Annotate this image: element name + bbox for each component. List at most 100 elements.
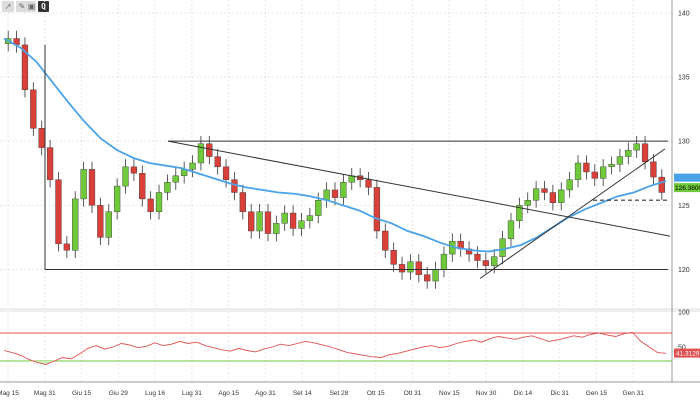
candle-body xyxy=(147,198,154,212)
candle-body xyxy=(600,166,607,179)
y-tick-label: 130 xyxy=(678,139,690,146)
candle-body xyxy=(390,250,397,265)
candle-body xyxy=(55,179,62,245)
candle-body xyxy=(30,89,37,129)
candle-body xyxy=(608,164,615,168)
x-tick-label: Mag 31 xyxy=(34,390,56,397)
oscillator-panel: 50 100 41.3129 xyxy=(0,310,700,365)
candle-body xyxy=(532,188,540,201)
candle-body xyxy=(432,269,439,282)
ascending-trendline xyxy=(479,148,666,279)
candlestick-series xyxy=(5,30,665,289)
x-tick-label: Ott 31 xyxy=(404,390,422,397)
candle-body xyxy=(566,179,573,191)
candle-body xyxy=(315,199,322,216)
osc-value-label: 41.3129 xyxy=(676,351,700,358)
candle-body xyxy=(440,253,448,270)
candle-body xyxy=(574,162,582,180)
osc-y-tick-label: 100 xyxy=(678,310,690,317)
candle-body xyxy=(306,215,313,221)
candle-body xyxy=(415,261,422,275)
candle-body xyxy=(641,143,649,162)
candle-body xyxy=(130,166,138,174)
candle-body xyxy=(256,211,263,232)
panel-separator xyxy=(0,308,700,312)
candle-body xyxy=(214,156,221,168)
osc-y-tick-label: 50 xyxy=(678,345,686,352)
ma-price-tag xyxy=(674,173,700,182)
x-tick-label: Set 14 xyxy=(293,390,312,397)
candle-body xyxy=(398,264,406,273)
descending-trendline xyxy=(167,140,671,237)
pen-icon[interactable]: ✎ xyxy=(16,1,28,12)
x-tick-label: Giu 15 xyxy=(72,390,92,397)
candle-body xyxy=(231,179,238,193)
x-tick-label: Lug 16 xyxy=(145,390,165,397)
x-tick-label: Lug 31 xyxy=(182,390,202,397)
candle-body xyxy=(625,149,632,157)
x-tick-label: Dic 31 xyxy=(550,390,569,397)
candle-body xyxy=(650,161,657,178)
y-tick-label: 135 xyxy=(678,75,690,82)
candle-body xyxy=(139,173,146,200)
osc-value-tag xyxy=(674,348,700,358)
candle-body xyxy=(172,175,179,183)
candle-body xyxy=(424,274,431,282)
candle-body xyxy=(549,192,557,203)
candle-body xyxy=(189,162,196,170)
x-tick-label: Mag 15 xyxy=(0,390,19,397)
x-tick-label: Gen 15 xyxy=(586,390,608,397)
candle-body xyxy=(273,223,280,234)
candle-body xyxy=(616,156,624,165)
candle-body xyxy=(21,44,29,91)
candle-body xyxy=(281,212,288,224)
y-tick-label: 125 xyxy=(678,203,690,210)
cursor-icon[interactable]: ↗ xyxy=(2,1,14,12)
candle-body xyxy=(340,182,347,198)
candle-body xyxy=(541,188,548,193)
candle-body xyxy=(289,212,297,229)
alert-count-badge[interactable]: 0 xyxy=(38,1,49,12)
y-tick-label: 120 xyxy=(678,267,690,274)
candle-body xyxy=(197,143,205,164)
candle-body xyxy=(164,182,171,193)
candle-body xyxy=(633,143,640,151)
candle-body xyxy=(491,256,498,266)
candle-body xyxy=(482,260,489,266)
candle-body xyxy=(105,211,112,238)
candle-body xyxy=(658,176,665,193)
x-tick-label: Set 28 xyxy=(330,390,349,397)
x-tick-label: Giu 29 xyxy=(109,390,129,397)
candle-body xyxy=(72,198,79,251)
candle-body xyxy=(474,253,481,261)
candle-body xyxy=(248,211,255,232)
candle-body xyxy=(382,230,389,251)
candle-body xyxy=(264,211,272,234)
x-tick-label: Gen 31 xyxy=(623,390,645,397)
candle-body xyxy=(239,192,246,212)
candle-body xyxy=(558,189,565,203)
candle-body xyxy=(88,169,96,206)
candle-body xyxy=(122,166,129,187)
candle-body xyxy=(524,199,531,206)
y-tick-label: 140 xyxy=(678,10,690,17)
candle-body xyxy=(516,205,523,221)
candle-body xyxy=(507,220,515,239)
candle-body xyxy=(113,185,121,212)
layout-icon[interactable]: ▣ xyxy=(27,1,36,12)
current-price-label: 126.3800 xyxy=(675,185,700,192)
current-price-tag xyxy=(674,183,700,193)
candle-body xyxy=(499,238,506,257)
trendlines xyxy=(3,37,671,279)
candle-body xyxy=(583,162,590,173)
candle-body xyxy=(97,205,104,238)
x-tick-label: Ago 15 xyxy=(218,390,239,397)
x-tick-label: Dic 14 xyxy=(514,390,533,397)
x-tick-label: Nov 30 xyxy=(476,390,497,397)
candle-body xyxy=(38,128,45,148)
candle-body xyxy=(222,166,230,180)
candle-body xyxy=(63,243,70,251)
candle-body xyxy=(46,147,54,180)
